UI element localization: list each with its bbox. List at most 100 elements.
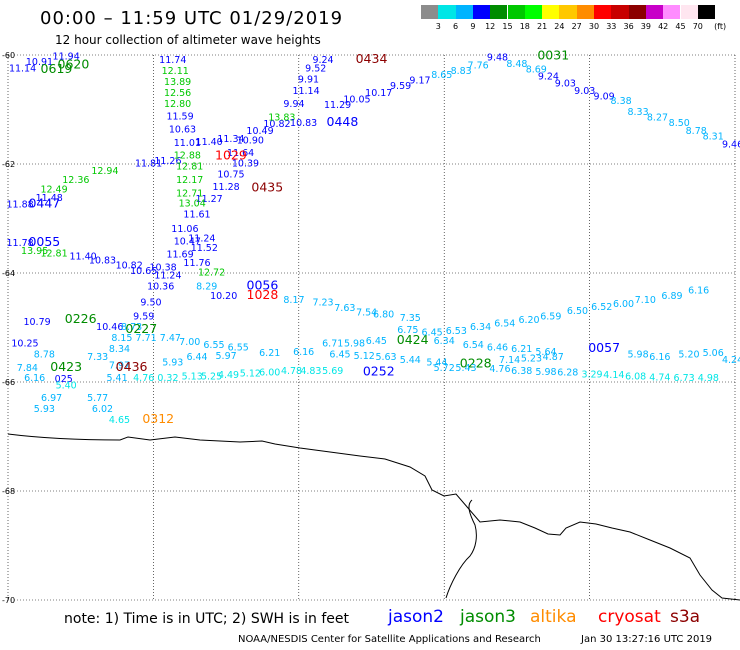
wave-height-value: 10.90 (237, 135, 264, 146)
wave-height-value: 6.71 (322, 339, 343, 350)
wave-height-value: 7.76 (468, 61, 489, 72)
wave-height-value: 5.44 (400, 355, 421, 366)
lat-lon-grid (7, 54, 736, 601)
wave-height-value: 10.46 (96, 322, 123, 333)
wave-height-value: 11.26 (154, 156, 181, 167)
wave-height-value: 5.25 (201, 371, 222, 382)
wave-height-value: 5.13 (182, 371, 203, 382)
wave-height-value: 025 (55, 374, 73, 385)
legend-swatch (663, 5, 681, 19)
legend-swatch (421, 5, 439, 19)
wave-height-value: 9.94 (283, 99, 304, 110)
y-tick-label: -62 (2, 160, 15, 169)
pass-time-label: 0447 (28, 196, 60, 211)
wave-height-value: 10.91 (26, 57, 53, 68)
wave-height-value: 6.16 (688, 286, 709, 297)
wave-height-value: 11.74 (159, 55, 186, 66)
wave-height-value: 12.11 (162, 66, 189, 77)
wave-height-value: 12.80 (164, 99, 191, 110)
wave-height-value: 4.49 (218, 370, 239, 381)
wave-height-value: 12.17 (176, 175, 203, 186)
wave-height-value: 8.83 (451, 66, 472, 77)
map-title: 00:00 – 11:59 UTC 01/29/2019 (40, 8, 344, 29)
wave-height-value: 7.23 (312, 298, 333, 309)
wave-height-value: 11.64 (227, 148, 254, 159)
wave-height-value: 12.36 (62, 175, 89, 186)
wave-height-value: 11.24 (154, 270, 181, 281)
legend-tick: 15 (502, 22, 513, 31)
wave-height-value: 11.61 (183, 209, 210, 220)
wave-height-value: 4.87 (543, 352, 564, 363)
wave-height-value: 10.65 (130, 266, 157, 277)
wave-height-value: 5.97 (216, 351, 237, 362)
wave-height-value: 5.98 (627, 349, 648, 360)
wave-height-value: 12.94 (91, 166, 118, 177)
wave-height-value: 11.01 (174, 138, 201, 149)
wave-height-value: 12.56 (164, 88, 191, 99)
pass-time-label: 0435 (251, 179, 283, 194)
wave-height-value: 5.20 (678, 349, 699, 360)
satellite-s3a: s3a (670, 607, 701, 627)
wave-height-value: 7.71 (136, 333, 157, 344)
legend-tick: 39 (640, 22, 651, 31)
pass-time-label: 0424 (397, 332, 429, 347)
pass-time-label: 0056 (247, 277, 279, 292)
wave-height-value: 4.98 (698, 373, 719, 384)
wave-height-value: 7.97 (109, 360, 130, 371)
pass-time-label: 0620 (58, 57, 90, 72)
wave-height-value: 3.29 (581, 370, 602, 381)
legend-tick: 45 (675, 22, 686, 31)
wave-height-value: 10.17 (365, 88, 392, 99)
wave-height-value: 6.73 (674, 373, 695, 384)
wave-height-value: 6.55 (228, 342, 249, 353)
legend-swatch (594, 5, 612, 19)
wave-height-value: 12.71 (176, 189, 203, 200)
wave-height-value: 4.76 (133, 373, 154, 384)
wave-height-value: 9.59 (390, 81, 411, 92)
wave-height-value: 6.46 (487, 342, 508, 353)
wave-height-value: 10.75 (217, 170, 244, 181)
wave-height-value: 6.21 (259, 348, 280, 359)
wave-height-value: 11.94 (53, 51, 80, 62)
wave-height-value: 9.91 (298, 74, 319, 85)
wave-height-value: 10.38 (149, 262, 176, 273)
pass-time-label: 0423 (50, 359, 82, 374)
wave-height-value: 5.23 (521, 353, 542, 364)
wave-height-value: 10.79 (23, 317, 50, 328)
wave-height-value: 12.81 (176, 161, 203, 172)
wave-height-value: 5.63 (375, 352, 396, 363)
wave-height-value: 6.53 (446, 326, 467, 337)
wave-height-value: 6.44 (186, 352, 207, 363)
wave-height-value: 5.69 (322, 366, 343, 377)
wave-height-value: 6.50 (567, 306, 588, 317)
credit-text: NOAA/NESDIS Center for Satellite Applica… (238, 634, 541, 645)
wave-height-value: 4.14 (603, 370, 624, 381)
wave-height-value: 4.65 (109, 415, 130, 426)
wave-height-value: 6.55 (203, 340, 224, 351)
wave-height-value: 8.73 (121, 322, 142, 333)
pass-time-label: 0055 (28, 234, 60, 249)
pass-time-label: 0436 (116, 359, 148, 374)
wave-height-value: 4.78 (281, 366, 302, 377)
wave-height-value: 5.98 (344, 339, 365, 350)
wave-height-value: 8.33 (627, 107, 648, 118)
pass-time-label: 0031 (537, 47, 569, 62)
wave-height-value: 8.31 (703, 131, 724, 142)
wave-height-value: 6.38 (511, 366, 532, 377)
satellite-altika: altika (530, 607, 577, 627)
wave-height-value: 7.10 (635, 295, 656, 306)
wave-height-value: 12.88 (174, 151, 201, 162)
wave-height-value: 6.52 (591, 302, 612, 313)
wave-height-value: 11.40 (196, 137, 223, 148)
footer-note: note: 1) Time is in UTC; 2) SWH is in fe… (64, 611, 350, 627)
wave-height-value: 8.48 (506, 59, 527, 70)
wave-height-value: 13.95 (21, 246, 48, 257)
legend-tick: 24 (554, 22, 565, 31)
pass-time-label: 0434 (356, 51, 388, 66)
wave-height-value: 10.83 (290, 118, 317, 129)
wave-height-value: 5.40 (56, 381, 77, 392)
wave-height-value: 9.52 (305, 63, 326, 74)
legend-swatch (524, 5, 543, 19)
wave-height-value: 5.44 (426, 358, 447, 369)
